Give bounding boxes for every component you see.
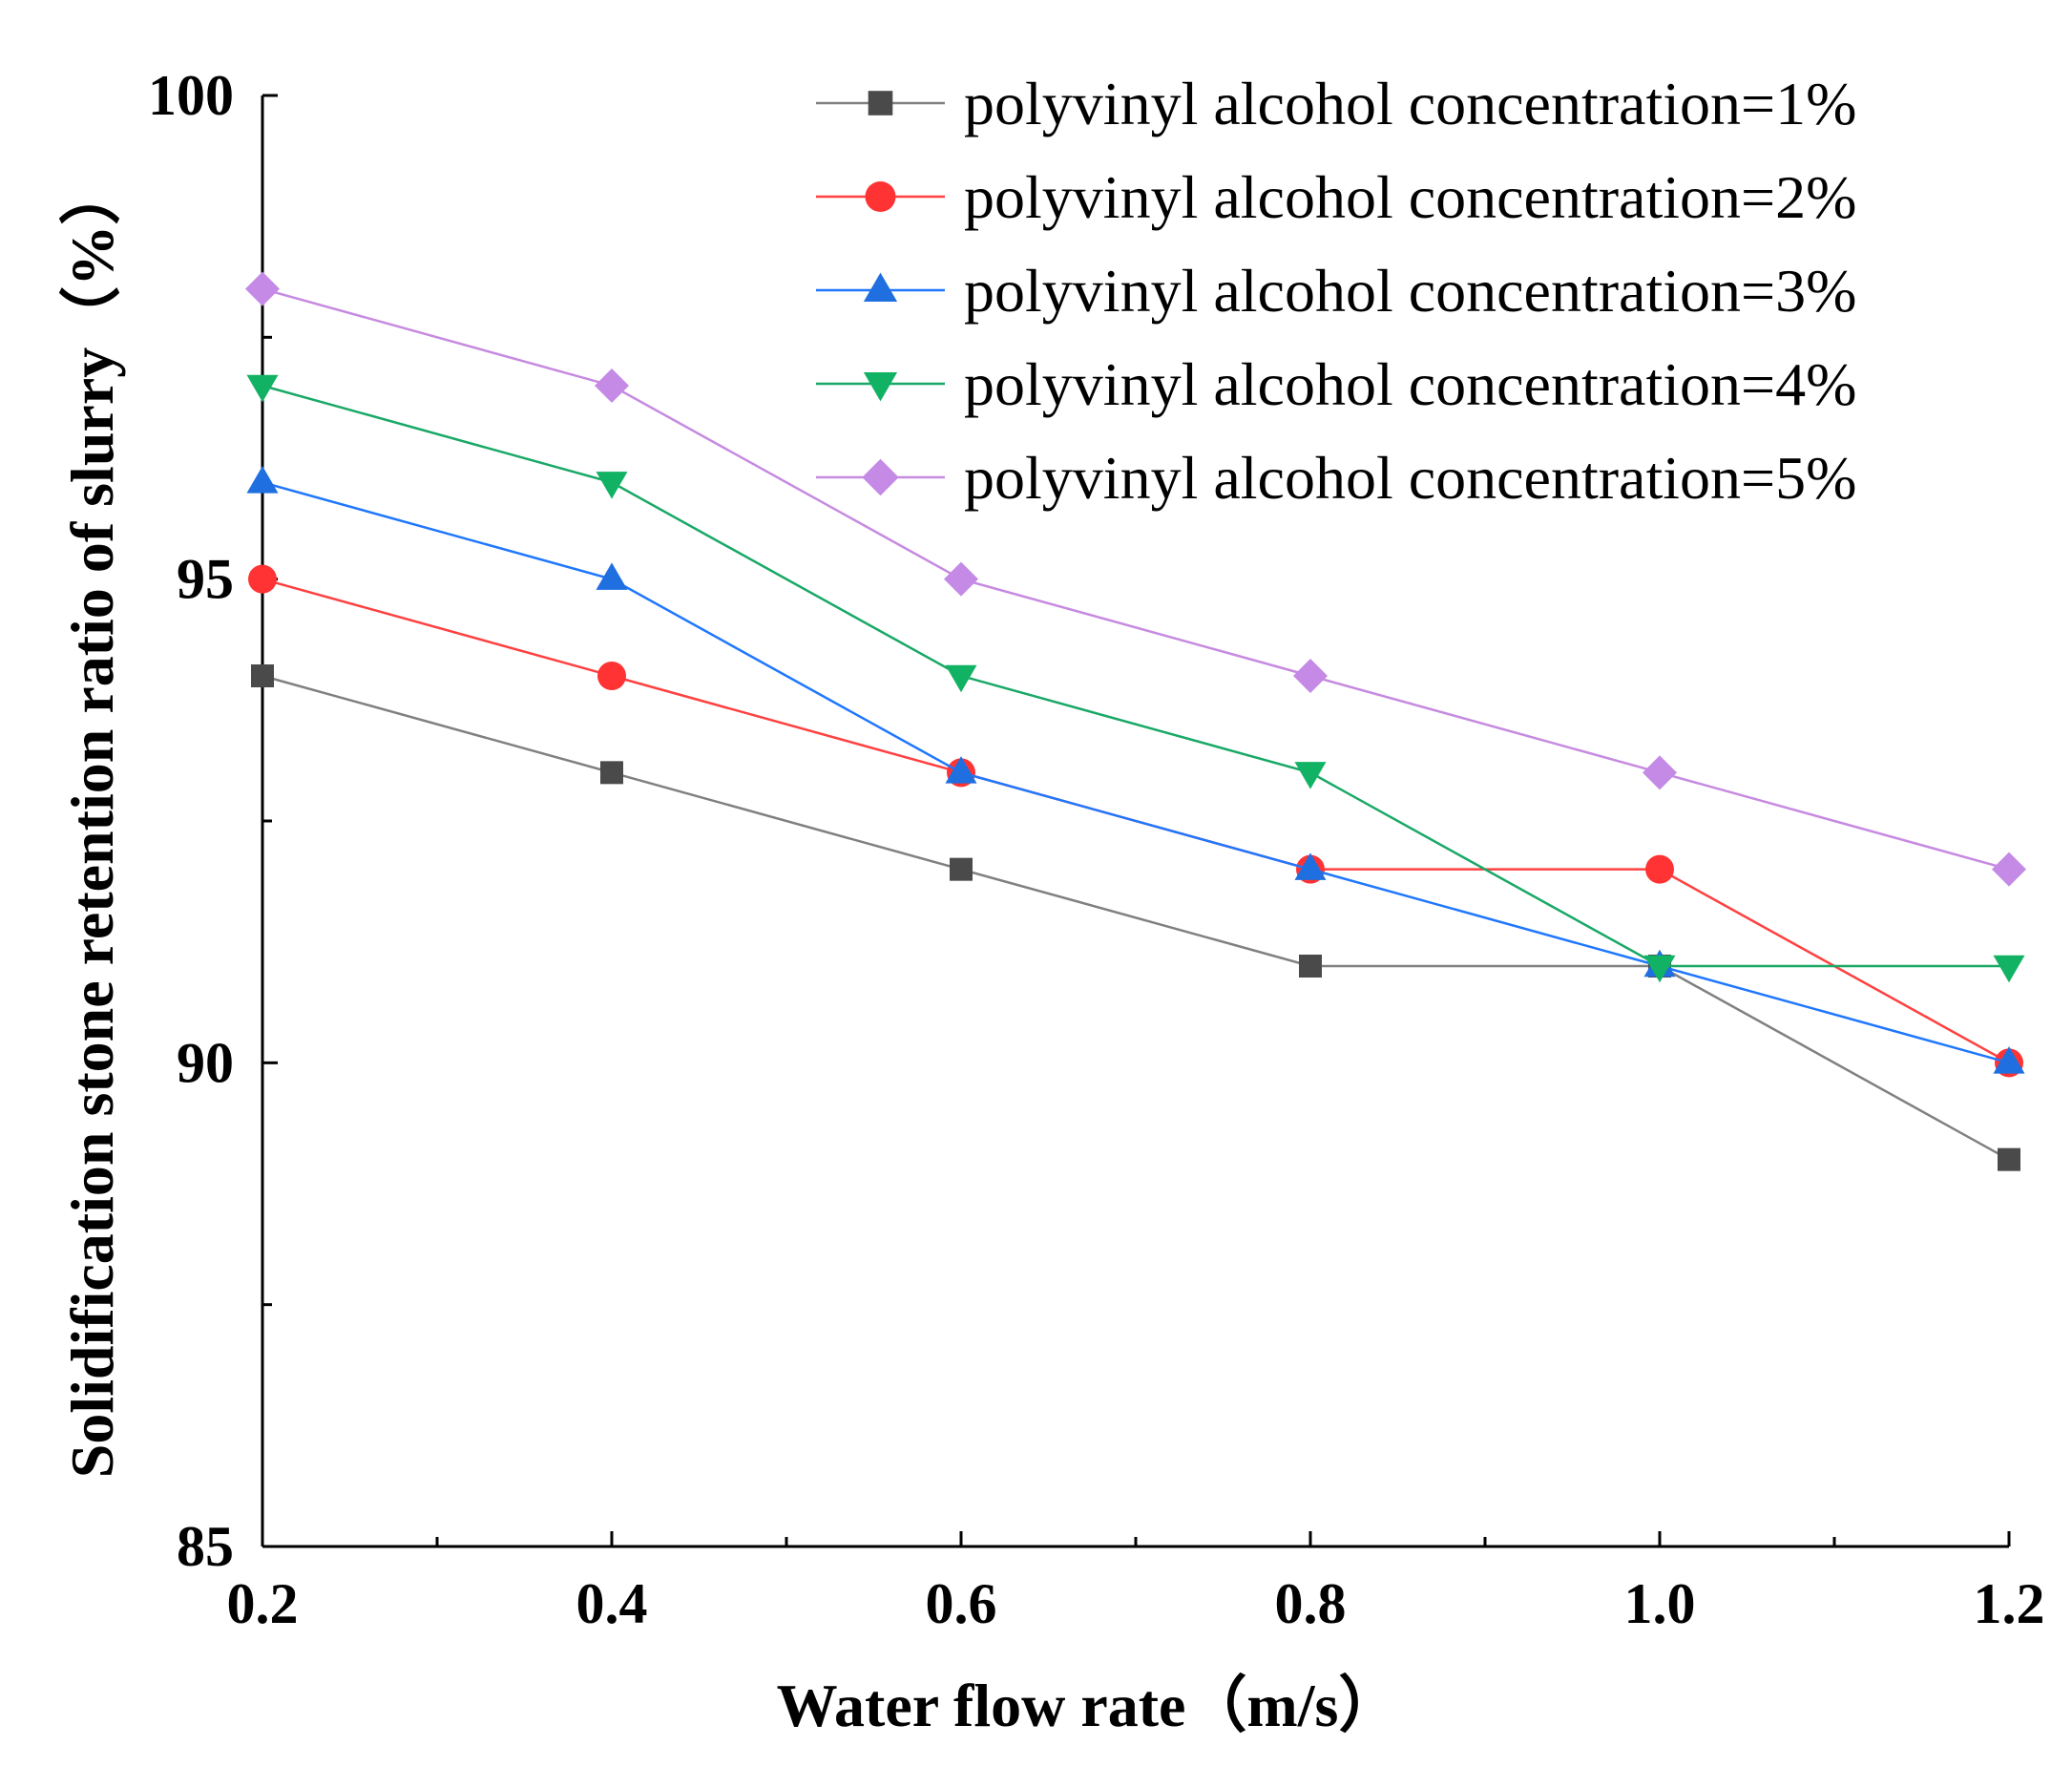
data-point [945,664,977,693]
data-point [1993,955,2025,983]
legend-marker [865,181,896,212]
data-point [1294,852,1327,880]
data-point [1299,955,1322,978]
data-point [1645,854,1674,884]
data-point [1294,762,1327,789]
data-point [1643,955,1676,983]
data-point [246,466,279,494]
series-line [262,384,2009,968]
legend-marker [862,458,899,496]
x-axis-title: Water flow rate（m/s） [777,1672,1400,1739]
data-point [596,562,628,590]
series-5 [245,271,2026,887]
data-point [944,561,978,597]
data-point [1643,755,1677,790]
legend-entry: polyvinyl alcohol concentration=5% [816,444,1856,512]
data-point [597,662,626,690]
data-point [1992,852,2026,887]
legend-marker [863,372,898,402]
series-line [262,287,2010,871]
legend-label: polyvinyl alcohol concentration=4% [964,350,1856,418]
legend-entry: polyvinyl alcohol concentration=1% [816,70,1856,137]
series-1 [251,664,2020,1171]
legend-label: polyvinyl alcohol concentration=1% [964,70,1856,137]
x-tick-label: 1.0 [1624,1572,1696,1635]
data-point [595,368,629,403]
series-group [245,271,2026,1171]
data-point [245,271,280,306]
legend-label: polyvinyl alcohol concentration=3% [964,257,1856,325]
series-4 [246,374,2025,983]
legend-entry: polyvinyl alcohol concentration=4% [816,350,1856,418]
data-point [251,664,274,687]
data-point [600,761,623,785]
y-ticks: 85 90 95 100 [148,64,278,1578]
y-tick-label: 95 [177,548,234,611]
data-point [1993,1046,2025,1074]
data-point [246,374,279,403]
x-tick-label: 1.2 [1974,1572,2045,1635]
x-tick-label: 0.8 [1275,1572,1347,1635]
y-tick-label: 100 [148,64,234,127]
x-tick-label: 0.2 [227,1572,299,1635]
series-line [262,481,2010,1064]
data-point [1293,659,1328,693]
data-point [950,857,973,881]
x-ticks: 0.2 0.4 0.6 0.8 1.0 1.2 [227,1531,2045,1635]
data-point [945,756,977,784]
legend: polyvinyl alcohol concentration=1% polyvi… [816,70,1856,512]
y-tick-label: 85 [177,1515,234,1578]
legend-marker [868,91,893,116]
legend-entry: polyvinyl alcohol concentration=2% [816,163,1856,231]
data-point [596,472,628,499]
series-3 [246,466,2025,1074]
data-point [248,564,277,594]
x-tick-label: 0.6 [926,1572,997,1635]
legend-label: polyvinyl alcohol concentration=5% [964,444,1856,512]
y-axis-title: Solidification stone retention ratio of … [58,164,126,1479]
legend-label: polyvinyl alcohol concentration=2% [964,163,1856,231]
data-point [1998,1147,2020,1171]
legend-marker [863,272,898,302]
x-tick-label: 0.4 [576,1572,648,1635]
legend-entry: polyvinyl alcohol concentration=3% [816,257,1856,325]
series-line [262,674,2010,1161]
y-tick-label: 90 [177,1031,234,1094]
